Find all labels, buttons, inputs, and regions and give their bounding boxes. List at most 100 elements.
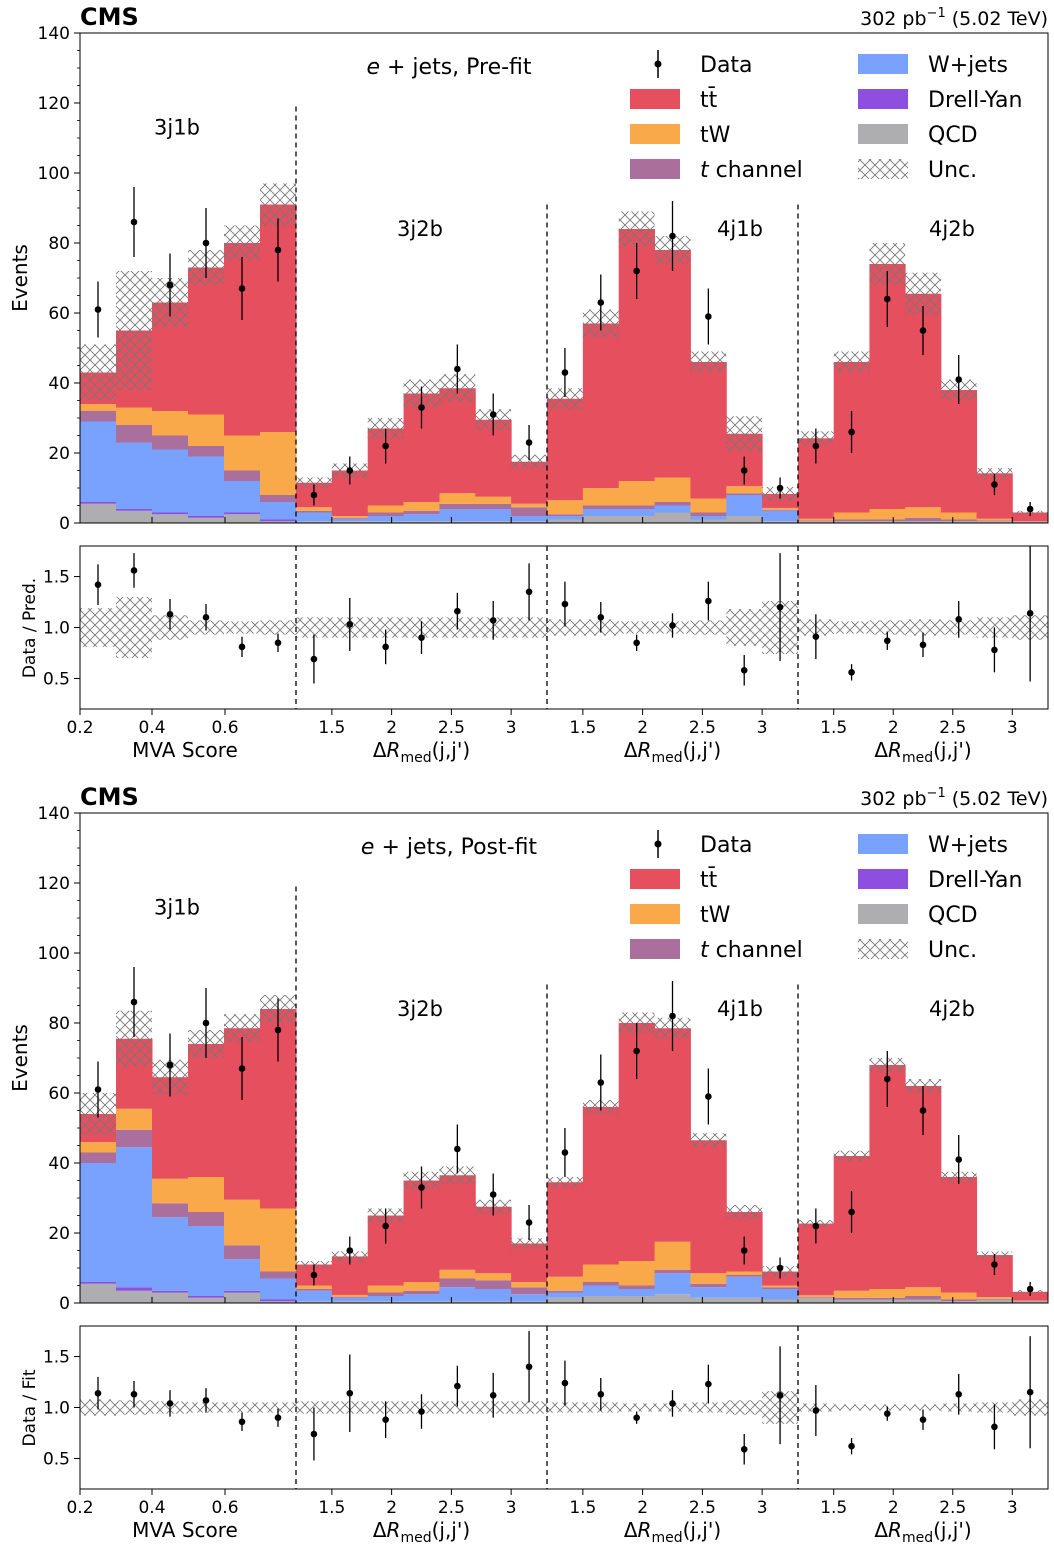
bar-ttbar [690, 362, 726, 499]
bar-tchannel [619, 506, 655, 510]
x-axis-label: ΔRmed(j,j') [874, 1518, 971, 1544]
ratio-unc-band [260, 620, 296, 634]
bar-dy [260, 520, 297, 522]
x-tick-label: 2.5 [939, 718, 966, 738]
data-point [382, 1223, 389, 1230]
x-tick-label: 3 [1007, 1498, 1018, 1518]
bar-tW [80, 1142, 117, 1153]
region-label: 3j2b [397, 217, 443, 241]
bar-tchannel [798, 521, 834, 522]
data-point [454, 1146, 461, 1153]
region-label: 4j1b [717, 217, 763, 241]
ratio-point [311, 1431, 318, 1438]
legend-swatch [858, 834, 908, 854]
bar-ttbar [439, 1175, 475, 1270]
x-tick-label: 2 [637, 718, 648, 738]
legend-swatch [630, 904, 680, 924]
bar-tW [260, 1209, 297, 1272]
data-point [131, 999, 138, 1006]
bar-wjets [368, 516, 404, 521]
x-tick-label: 1.5 [318, 1498, 345, 1518]
y-tick-label: 0 [59, 514, 70, 534]
bar-qcd [690, 1298, 726, 1303]
ratio-point [526, 1363, 533, 1370]
bar-tchannel [260, 1272, 297, 1279]
bar-qcd [726, 1298, 762, 1303]
x-axis-label: ΔRmed(j,j') [373, 1518, 470, 1544]
bar-qcd [547, 520, 583, 524]
bar-tchannel [404, 511, 440, 515]
bar-tchannel [655, 502, 691, 506]
legend-item-unc: Unc. [858, 158, 977, 183]
bar-ttbar [188, 268, 225, 415]
bar-tW [260, 432, 297, 495]
legend-item-data: Data [655, 50, 753, 78]
bar-tW [619, 481, 655, 506]
legend-label: Unc. [928, 158, 977, 183]
ratio-point [991, 1424, 998, 1431]
legend-label: W+jets [928, 833, 1008, 858]
ratio-unc-band [834, 1404, 870, 1410]
bar-tW [690, 499, 726, 513]
bar-tW [869, 509, 905, 520]
ratio-unc-band [690, 620, 726, 634]
x-tick-label: 2.5 [689, 1498, 716, 1518]
y-tick-label: 120 [38, 94, 70, 114]
data-point [920, 327, 927, 334]
bar-tW [798, 519, 834, 521]
x-tick-label: 0.4 [138, 1498, 165, 1518]
x-tick-label: 1.5 [820, 718, 847, 738]
data-point [597, 1079, 604, 1086]
ratio-point [239, 1418, 246, 1425]
bar-qcd [798, 1298, 834, 1303]
bar-tchannel [977, 521, 1013, 522]
ratio-point [669, 1400, 676, 1407]
ratio-point [311, 656, 318, 663]
bar-ttbar [941, 1177, 977, 1293]
ratio-unc-band [726, 609, 762, 646]
ratio-point [167, 1400, 174, 1407]
ratio-point [454, 608, 461, 615]
data-point [311, 1272, 318, 1279]
bar-qcd [583, 516, 619, 523]
bar-wjets [296, 513, 332, 522]
ratio-point [813, 1407, 820, 1414]
bar-ttbar [475, 1207, 511, 1274]
ratio-point [1027, 610, 1034, 617]
data-point [562, 1149, 569, 1156]
bar-qcd [224, 1293, 261, 1304]
bar-tW [905, 1287, 941, 1296]
legend-swatch [858, 869, 908, 889]
legend-swatch [858, 904, 908, 924]
bar-dy [116, 1287, 153, 1291]
bar-dy [188, 516, 225, 518]
bar-wjets [583, 509, 619, 516]
bar-tW [188, 415, 225, 447]
y-tick-label: 140 [38, 24, 70, 44]
x-tick-label: 3 [1007, 718, 1018, 738]
x-tick-label: 2 [386, 1498, 397, 1518]
bar-tchannel [690, 513, 726, 517]
data-point [490, 1191, 497, 1198]
x-tick-label: 3 [757, 1498, 768, 1518]
legend-item-data: Data [655, 830, 753, 858]
y-tick-label: 20 [48, 1224, 70, 1244]
legend-item-tchannel: t channel [630, 158, 803, 183]
data-point [167, 1062, 174, 1069]
ratio-point [633, 1414, 640, 1421]
data-point [813, 1223, 820, 1230]
bar-tchannel [977, 1299, 1013, 1300]
ratio-point [562, 601, 569, 608]
bar-tchannel [260, 495, 297, 502]
bar-tchannel [547, 514, 583, 516]
legend-label: W+jets [928, 53, 1008, 78]
x-tick-label: 2.5 [438, 1498, 465, 1518]
bar-tchannel [296, 1289, 332, 1291]
legend-label: tW [700, 903, 731, 928]
bar-tchannel [475, 504, 511, 509]
channel-label: e + jets, Pre-fit [366, 55, 531, 80]
x-tick-label: 2 [888, 1498, 899, 1518]
legend-label: Data [700, 833, 753, 858]
